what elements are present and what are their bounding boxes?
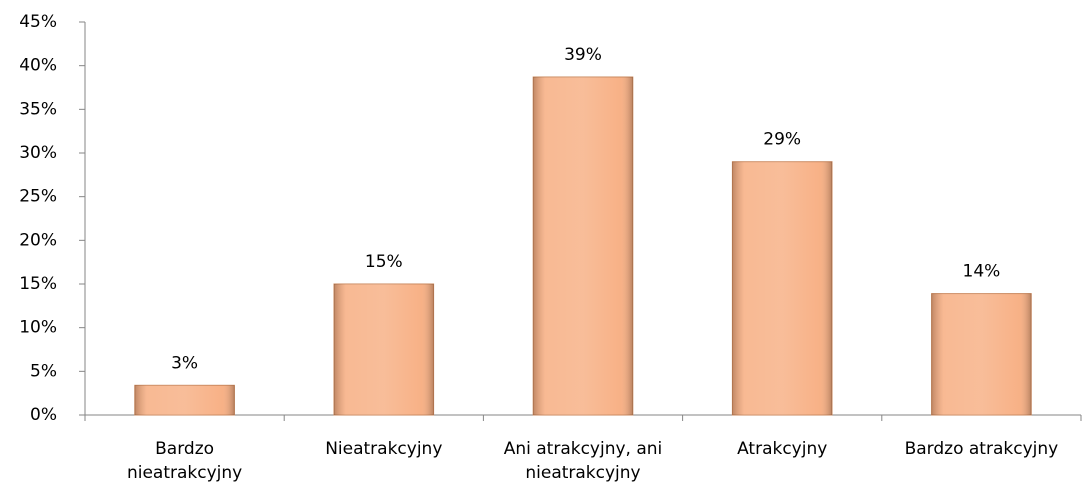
y-tick-label: 35% (19, 99, 57, 119)
bar (333, 283, 435, 416)
y-tick-label: 30% (19, 143, 57, 163)
bar (931, 293, 1032, 416)
x-tick-label: Ani atrakcyjny, ani nieatrakcyjny (503, 439, 663, 483)
y-tick-label: 15% (19, 274, 57, 294)
value-label: 14% (963, 262, 1001, 282)
bar (134, 384, 235, 416)
value-label: 29% (763, 130, 801, 150)
y-tick-label: 20% (19, 230, 57, 250)
y-tick-label: 5% (30, 361, 57, 381)
x-tick-label: Nieatrakcyjny (325, 439, 443, 459)
x-tick-label: Atrakcyjny (737, 439, 828, 459)
x-tick-label: Bardzo nieatrakcyjny (126, 439, 243, 483)
bar (532, 76, 634, 416)
y-tick-label: 40% (19, 56, 57, 76)
y-tick-label: 25% (19, 187, 57, 207)
y-tick-label: 0% (30, 405, 57, 425)
bar (731, 161, 833, 416)
y-tick-label: 45% (19, 12, 57, 32)
y-tick-label: 10% (19, 318, 57, 338)
value-label: 15% (365, 252, 403, 272)
value-label: 3% (171, 353, 198, 373)
value-label: 39% (564, 45, 602, 65)
x-tick-label: Bardzo atrakcyjny (904, 439, 1059, 459)
